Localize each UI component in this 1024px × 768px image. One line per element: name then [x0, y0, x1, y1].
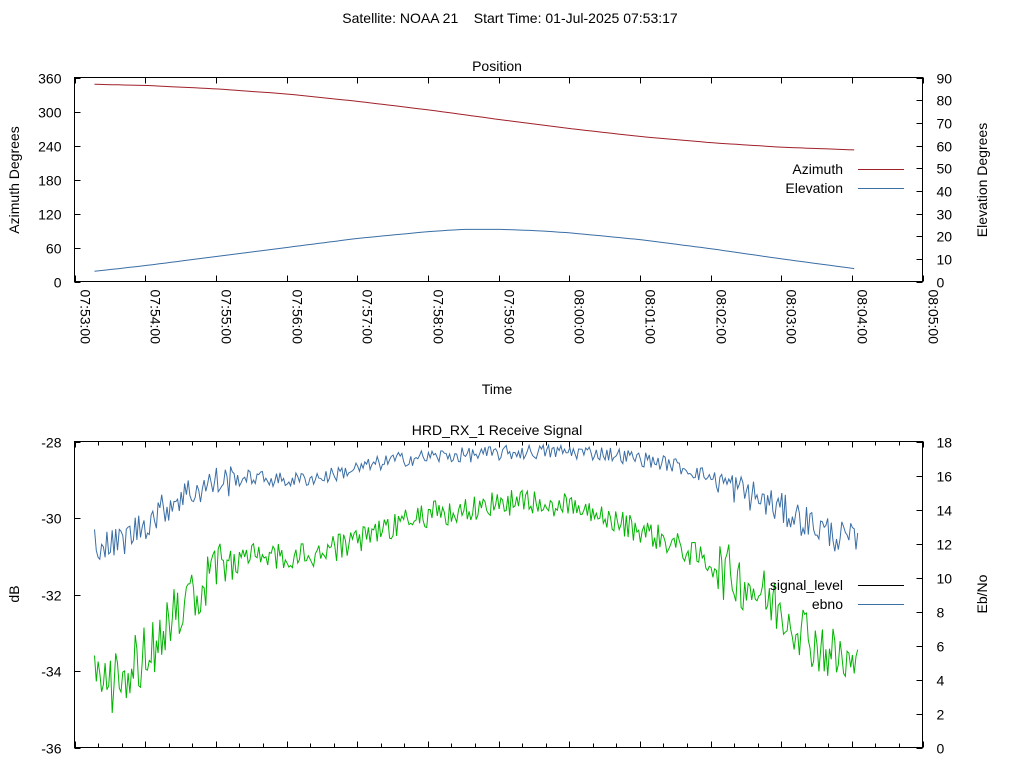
satellite-label: Satellite: NOAA 21: [342, 10, 458, 26]
y2-tick-label: 14: [937, 503, 953, 519]
position-y-axis-label: Azimuth Degrees: [6, 126, 22, 233]
signal-y-axis-label: dB: [6, 585, 22, 602]
y2-tick-label: 16: [937, 469, 953, 485]
receive-signal-chart: HRD_RX_1 Receive Signal dB Eb/No -36 -34 -…: [6, 422, 990, 757]
position-plot-frame: [74, 77, 923, 282]
y2-tick-label: 10: [937, 252, 953, 268]
y-tick-label: 0: [54, 275, 62, 291]
legend-label-elevation: Elevation: [785, 180, 843, 196]
y2-tick-label: 40: [937, 184, 953, 200]
y-tick-label: 360: [38, 71, 62, 87]
y-tick-label: -36: [41, 741, 61, 757]
x-tick-label: 07:53:00: [78, 290, 94, 345]
series-line-elevation: [94, 228, 855, 272]
position-chart: Position Azimuth Degrees Elevation Degre…: [6, 58, 990, 397]
legend-label-signal-level: signal_level: [770, 577, 843, 593]
y2-tick-label: 70: [937, 116, 953, 132]
x-tick-label: 07:58:00: [431, 290, 447, 345]
y-tick-label: 120: [38, 207, 62, 223]
y-tick-label: 180: [38, 173, 62, 189]
signal-chart-title: HRD_RX_1 Receive Signal: [412, 422, 582, 438]
x-tick-label: 07:54:00: [148, 290, 164, 345]
y-tick-label: -30: [41, 511, 61, 527]
series-line-azimuth: [94, 83, 855, 151]
x-tick-label: 08:00:00: [572, 290, 588, 345]
y2-tick-label: 50: [937, 161, 953, 177]
legend-label-ebno: ebno: [812, 596, 843, 612]
y-tick-label: 60: [46, 241, 62, 257]
x-tick-label: 07:59:00: [502, 290, 518, 345]
x-tick-label: 07:56:00: [290, 290, 306, 345]
series-line-signal-level: [94, 489, 859, 714]
y2-tick-label: 4: [937, 673, 945, 689]
y2-tick-label: 90: [937, 71, 953, 87]
position-legend: Azimuth Elevation: [785, 161, 904, 196]
y2-tick-label: 6: [937, 639, 945, 655]
position-chart-title: Position: [472, 58, 522, 74]
x-tick-label: 07:55:00: [219, 290, 235, 345]
start-time-label: Start Time: 01-Jul-2025 07:53:17: [474, 10, 678, 26]
x-tick-label: 07:57:00: [360, 290, 376, 345]
y2-tick-label: 10: [937, 571, 953, 587]
y2-tick-label: 18: [937, 435, 953, 451]
y-tick-label: 300: [38, 105, 62, 121]
y-tick-label: -32: [41, 588, 61, 604]
x-tick-label: 08:05:00: [926, 290, 942, 345]
signal-y2-axis-label: Eb/No: [974, 574, 990, 613]
x-tick-label: 08:02:00: [714, 290, 730, 345]
x-tick-label: 08:01:00: [643, 290, 659, 345]
y2-tick-label: 0: [937, 275, 945, 291]
y2-tick-label: 60: [937, 139, 953, 155]
y-tick-label: -28: [41, 435, 61, 451]
position-x-axis-label: Time: [482, 381, 513, 397]
y2-tick-label: 30: [937, 207, 953, 223]
figure-header: Satellite: NOAA 21 Start Time: 01-Jul-20…: [342, 10, 678, 26]
legend-label-azimuth: Azimuth: [792, 161, 843, 177]
y2-tick-label: 0: [937, 741, 945, 757]
y2-tick-label: 12: [937, 537, 953, 553]
position-y2-axis-label: Elevation Degrees: [974, 123, 990, 237]
signal-legend: signal_level ebno: [770, 577, 904, 612]
y-tick-label: -34: [41, 664, 61, 680]
y2-tick-label: 8: [937, 605, 945, 621]
y2-tick-label: 20: [937, 229, 953, 245]
x-tick-label: 08:04:00: [855, 290, 871, 345]
y-tick-label: 240: [38, 139, 62, 155]
y2-tick-label: 2: [937, 707, 945, 723]
y2-tick-label: 80: [937, 93, 953, 109]
signal-plot-frame: [74, 441, 923, 748]
x-tick-label: 08:03:00: [784, 290, 800, 345]
series-line-ebno: [94, 443, 859, 561]
